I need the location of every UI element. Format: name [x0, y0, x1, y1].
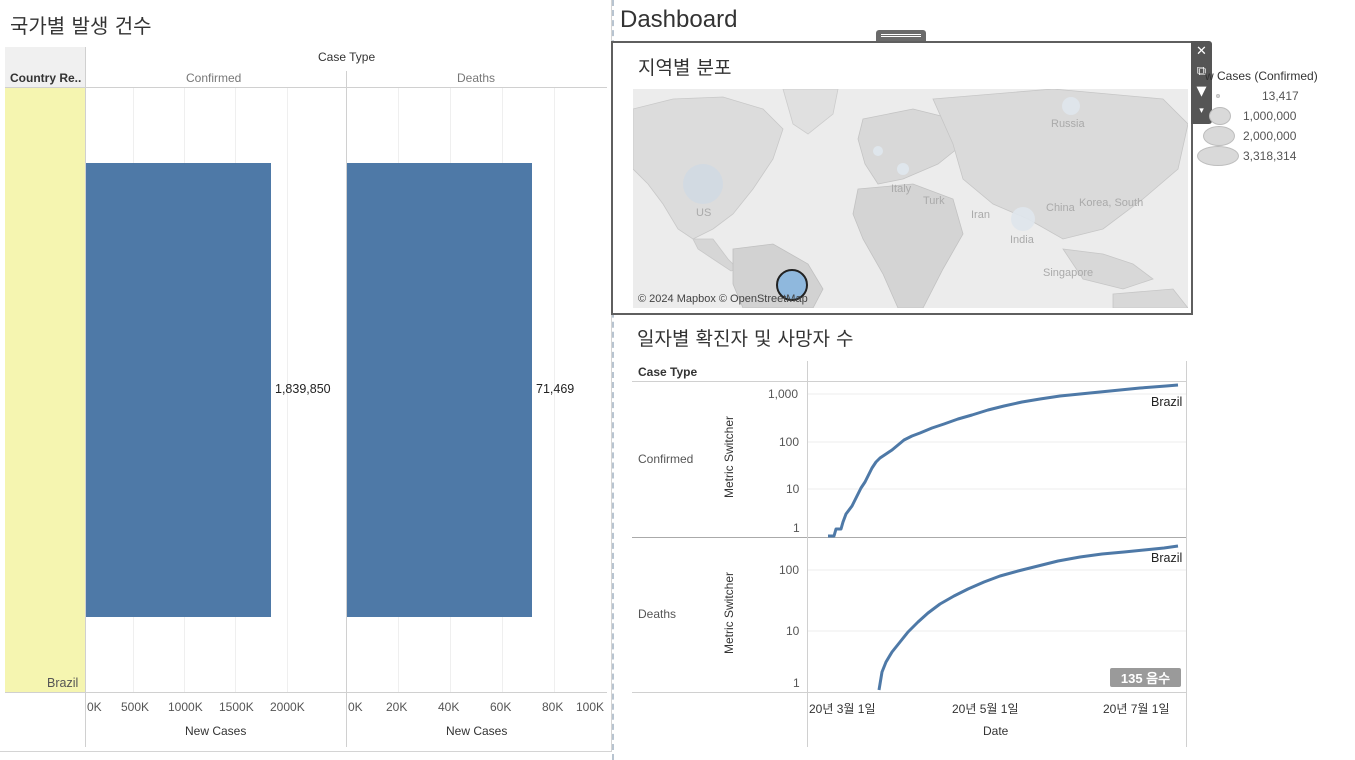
map-attribution[interactable]: © 2024 Mapbox © OpenStreetMap — [638, 293, 808, 305]
row-header-divider — [85, 47, 86, 747]
map-label-singapore: Singapore — [1043, 267, 1094, 279]
drag-handle[interactable] — [876, 30, 926, 42]
map-label-india: India — [1010, 234, 1034, 246]
line-chart-plot — [808, 383, 1186, 691]
x-tick: 100K — [576, 700, 605, 714]
x-tick: 40K — [438, 700, 460, 714]
x-tick: 500K — [121, 700, 150, 714]
gridline — [287, 88, 288, 692]
line-header-divider — [632, 381, 1187, 382]
null-values-badge[interactable]: 135 음수 — [1110, 668, 1181, 687]
case-type-header: Case Type — [318, 50, 376, 64]
legend-value: 3,318,314 — [1243, 149, 1297, 163]
legend-circle-small — [1216, 94, 1220, 98]
map-label-italy: Italy — [891, 183, 912, 195]
line-row-deaths[interactable]: Deaths — [638, 607, 677, 621]
x-tick: 1000K — [168, 700, 203, 714]
bar-confirmed-brazil[interactable] — [86, 163, 271, 617]
line-confirmed-brazil — [828, 383, 1179, 538]
map-container[interactable]: 지역별 분포 — [611, 41, 1193, 315]
legend-value: 2,000,000 — [1243, 129, 1297, 143]
legend-circle-medium — [1209, 107, 1231, 125]
line-panel-divider — [632, 537, 1187, 538]
world-map[interactable]: Russia Italy Turk Iran China Korea, Sout… — [633, 89, 1188, 308]
x-tick: 1500K — [219, 700, 254, 714]
line-right-border — [1186, 361, 1187, 747]
map-label-iran: Iran — [971, 209, 990, 221]
series-label-deaths: Brazil — [1151, 551, 1183, 565]
x-tick: 2000K — [270, 700, 305, 714]
bar-deaths-brazil[interactable] — [347, 163, 532, 617]
y-tick: 1 — [793, 676, 800, 690]
line-axis-divider — [632, 692, 1187, 693]
x-tick: 60K — [490, 700, 512, 714]
more-icon[interactable]: ▾ — [1199, 106, 1204, 116]
x-tick: 80K — [542, 700, 564, 714]
line-chart-title: 일자별 확진자 및 사망자 수 — [637, 328, 854, 350]
axis-divider — [5, 692, 607, 693]
y-tick: 100 — [779, 435, 800, 449]
size-legend-title: w Cases (Confirmed) — [1205, 69, 1318, 83]
x-tick: 20K — [386, 700, 408, 714]
layout-divider[interactable] — [612, 0, 615, 760]
header-divider — [5, 87, 607, 88]
gridline — [554, 88, 555, 692]
world-map-svg — [633, 89, 1188, 308]
y-tick: 100 — [779, 563, 800, 577]
x-axis-title-deaths: New Cases — [446, 724, 508, 738]
y-tick: 1 — [793, 521, 800, 535]
y-tick: 10 — [786, 624, 800, 638]
filter-icon[interactable]: ▼ — [1196, 83, 1207, 99]
legend-circle-large — [1203, 126, 1235, 146]
left-chart-title: 국가별 발생 건수 — [10, 14, 152, 38]
panel-label-deaths: Deaths — [457, 71, 496, 85]
x-tick: 0K — [87, 700, 102, 714]
series-label-confirmed: Brazil — [1151, 395, 1183, 409]
y-axis-title-confirmed: Metric Switcher — [722, 416, 736, 499]
map-title: 지역별 분포 — [638, 57, 732, 79]
left-chart-panel — [0, 0, 612, 752]
bar-value-deaths: 71,469 — [536, 382, 575, 396]
line-row-confirmed[interactable]: Confirmed — [638, 452, 694, 466]
map-toolbar: ✕ ⧉ ▼ ▾ — [1191, 41, 1212, 124]
map-label-turkey: Turk — [923, 195, 945, 207]
close-icon[interactable]: ✕ — [1196, 43, 1207, 59]
y-tick: 1,000 — [768, 387, 799, 401]
dashboard-title: Dashboard — [620, 6, 738, 33]
popout-icon[interactable]: ⧉ — [1196, 63, 1207, 79]
panel-divider — [346, 71, 347, 747]
x-tick: 0K — [348, 700, 363, 714]
legend-value: 13,417 — [1262, 89, 1299, 103]
row-header-brazil[interactable] — [5, 88, 85, 692]
map-label-us: US — [696, 207, 712, 219]
map-label-russia: Russia — [1051, 118, 1085, 130]
map-label-china: China — [1046, 202, 1075, 214]
x-axis-title-confirmed: New Cases — [185, 724, 247, 738]
map-label-korea: Korea, South — [1079, 197, 1144, 209]
country-header[interactable]: Country Re.. — [10, 71, 82, 85]
bar-value-confirmed: 1,839,850 — [275, 382, 331, 396]
country-header-cell — [5, 47, 85, 87]
line-case-type-header[interactable]: Case Type — [638, 365, 698, 379]
panel-label-confirmed: Confirmed — [186, 71, 242, 85]
x-tick-date: 20년 7월 1일 — [1103, 702, 1170, 716]
y-tick: 10 — [786, 482, 800, 496]
x-axis-title-date: Date — [983, 724, 1009, 738]
line-deaths-brazil — [877, 544, 1179, 691]
line-row-divider — [807, 361, 808, 747]
legend-value: 1,000,000 — [1243, 109, 1297, 123]
y-axis-title-deaths: Metric Switcher — [722, 572, 736, 655]
x-tick-date: 20년 5월 1일 — [952, 702, 1019, 716]
x-tick-date: 20년 3월 1일 — [809, 702, 876, 716]
legend-circle-xlarge — [1197, 146, 1239, 166]
row-label-brazil: Brazil — [47, 676, 79, 690]
